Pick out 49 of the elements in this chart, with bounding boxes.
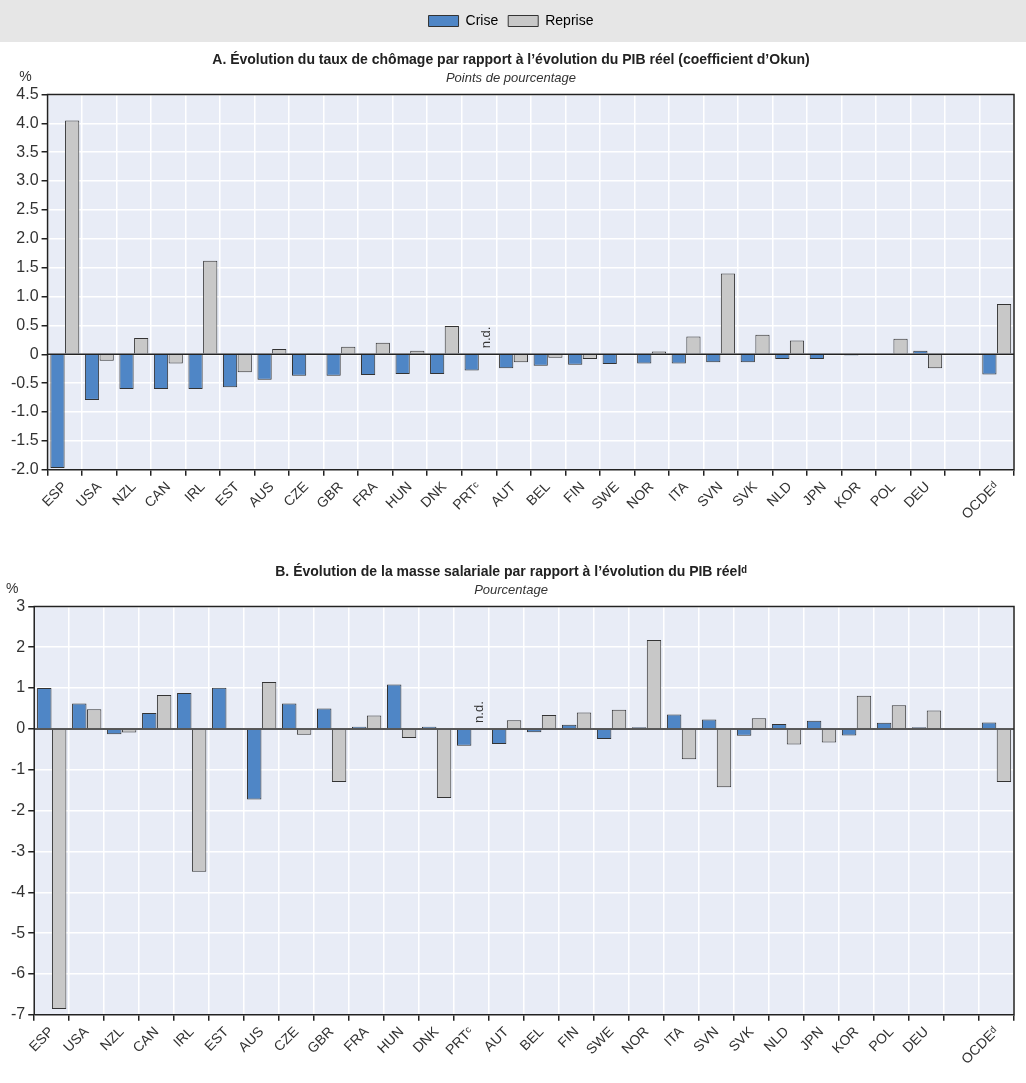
y-tick-label: -7 [10, 1005, 26, 1023]
x-tick-label: ITA [660, 1022, 687, 1050]
y-tick-label: 2.0 [16, 229, 39, 247]
y-tick-label: -4 [10, 882, 26, 900]
x-tick-label: IRL [169, 1023, 197, 1050]
chart-subtitle: Pourcentage [474, 582, 548, 598]
x-tick-label: NZL [108, 478, 139, 509]
legend-label: Reprise [545, 11, 594, 28]
y-tick-label: 3.5 [16, 142, 39, 160]
y-tick-label: -1.0 [10, 402, 39, 420]
y-tick-label: 3 [16, 596, 26, 614]
chart-title: B. Évolution de la masse salariale par rapport à l’évolution du PIB réelᵈ [275, 563, 748, 580]
y-tick-label: 0 [16, 719, 26, 737]
x-tick-label: POL [866, 478, 899, 510]
y-tick-label: 2.5 [16, 200, 39, 218]
y-tick-label: -1 [10, 760, 26, 778]
y-tick-label: -1.5 [10, 431, 39, 449]
x-tick-label: IRL [181, 478, 208, 505]
y-axis-title: % [6, 580, 19, 597]
y-tick-label: 0 [29, 344, 39, 362]
x-tick-label: NZL [96, 1023, 127, 1054]
x-tick-label: BEL [516, 1023, 547, 1054]
y-tick-label: 1.5 [16, 258, 39, 276]
x-tick-label: FIN [560, 478, 588, 506]
y-tick-label: -3 [10, 841, 26, 859]
y-tick-label: 1 [16, 678, 26, 696]
y-axis-title: % [19, 68, 32, 85]
x-tick-label: FIN [554, 1023, 582, 1051]
y-tick-label: -5 [10, 923, 26, 941]
y-tick-label: 4.5 [16, 84, 39, 102]
chart-title: A. Évolution du taux de chômage par rapport à l’évolution du PIB réel (coefficient d’Okun) [212, 51, 810, 68]
y-tick-label: -2 [10, 801, 26, 818]
y-tick-label: 1.0 [16, 286, 39, 304]
y-tick-label: 0.5 [16, 315, 39, 333]
x-tick-label: BEL [522, 478, 554, 509]
legend-label: Crise [465, 11, 499, 28]
x-tick-label: USA [72, 477, 105, 510]
y-tick-label: -0.5 [10, 373, 39, 391]
x-tick-label: USA [59, 1022, 93, 1055]
chart-subtitle: Points de pourcentage [445, 70, 577, 86]
y-tick-label: -2.0 [10, 460, 39, 478]
x-tick-label: ITA [664, 477, 692, 505]
annotation: n.d. [470, 701, 486, 723]
y-tick-label: -6 [10, 964, 26, 982]
annotation: n.d. [477, 326, 493, 349]
y-tick-label: 2 [16, 637, 26, 655]
y-tick-label: 3.0 [16, 171, 39, 189]
x-tick-label: POL [865, 1023, 897, 1055]
y-tick-label: 4.0 [16, 113, 39, 131]
